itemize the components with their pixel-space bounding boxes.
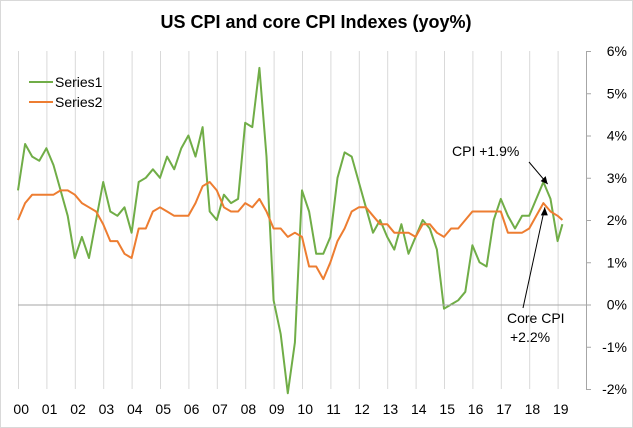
- x-tick-label: 12: [354, 401, 370, 417]
- x-tick-label: 10: [297, 401, 313, 417]
- x-tick-label: 09: [269, 401, 285, 417]
- y-tick-label: 0%: [607, 297, 627, 313]
- y-tick-label: 2%: [607, 212, 627, 228]
- x-tick-label: 02: [70, 401, 86, 417]
- x-tick-label: 11: [326, 401, 341, 417]
- y-tick-label: -2%: [602, 381, 627, 397]
- x-tick-label: 07: [212, 401, 228, 417]
- series-line-2: [17, 181, 564, 281]
- x-tick-label: 16: [468, 401, 484, 417]
- legend: Series1 Series2: [29, 74, 103, 110]
- x-tick-label: 08: [241, 401, 257, 417]
- y-tick-label: 3%: [607, 170, 627, 186]
- grid: [18, 51, 587, 389]
- x-tick-label: 01: [42, 401, 58, 417]
- y-tick-label: 5%: [607, 85, 627, 101]
- x-tick-label: 14: [411, 401, 427, 417]
- series-lines: [17, 66, 564, 395]
- y-tick-label: 1%: [607, 254, 627, 270]
- series-line-1: [17, 66, 564, 395]
- x-tick-label: 13: [383, 401, 399, 417]
- x-tick-label: 17: [496, 401, 512, 417]
- annotation-arrowhead-cpi: [540, 176, 548, 185]
- axes: 6% 5% 4% 3% 2% 1% 0% -1% -2% 00 01 02 03 04 05 06 07 08 09…: [13, 43, 627, 417]
- x-tick-label: 04: [127, 401, 143, 417]
- annotation-cpi: CPI +1.9%: [452, 143, 519, 159]
- annotation-arrowhead-core-cpi: [540, 207, 548, 216]
- x-tick-label: 03: [99, 401, 115, 417]
- x-tick-label: 18: [525, 401, 541, 417]
- annotation-core-cpi: Core CPI: [507, 310, 565, 326]
- y-tick-label: -1%: [602, 339, 627, 355]
- annotation-core-cpi-value: +2.2%: [510, 329, 550, 345]
- chart-title: US CPI and core CPI Indexes (yoy%): [160, 12, 471, 32]
- x-tick-label: 15: [439, 401, 455, 417]
- legend-label-2: Series2: [55, 94, 103, 110]
- y-tick-label: 6%: [607, 43, 627, 59]
- y-tick-label: 4%: [607, 128, 627, 144]
- x-tick-label: 00: [13, 401, 29, 417]
- annotation-arrow-core-cpi: [522, 207, 546, 309]
- x-tick-label: 19: [553, 401, 569, 417]
- x-tick-label: 06: [184, 401, 200, 417]
- x-tick-label: 05: [155, 401, 171, 417]
- legend-label-1: Series1: [55, 74, 103, 90]
- annotations: CPI +1.9% Core CPI +2.2%: [452, 143, 565, 345]
